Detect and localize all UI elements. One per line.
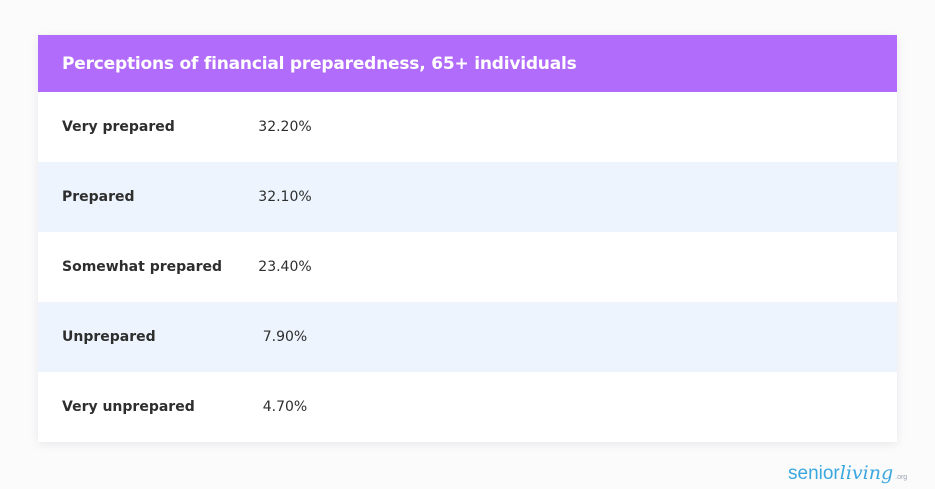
logo-senior-text: senior (788, 463, 840, 484)
row-value: 4.70% (262, 399, 308, 415)
row-value: 23.40% (258, 259, 312, 275)
logo-org-text: .org (895, 474, 908, 481)
row-label: Somewhat prepared (62, 259, 223, 275)
table-row: Unprepared 7.90% (38, 302, 897, 372)
seniorliving-logo: senior living .org (788, 462, 907, 485)
row-label: Very prepared (62, 119, 175, 135)
row-value: 7.90% (262, 329, 308, 345)
row-value: 32.10% (258, 189, 312, 205)
table-title: Perceptions of financial preparedness, 6… (38, 35, 897, 92)
logo-living-text: living (839, 462, 894, 484)
table-row: Somewhat prepared 23.40% (38, 232, 897, 302)
row-label: Prepared (62, 189, 135, 205)
table-row: Very prepared 32.20% (38, 92, 897, 162)
row-value: 32.20% (258, 119, 312, 135)
table-row: Prepared 32.10% (38, 162, 897, 232)
row-label: Very unprepared (62, 399, 195, 415)
data-table-card: Perceptions of financial preparedness, 6… (38, 35, 897, 442)
table-row: Very unprepared 4.70% (38, 372, 897, 442)
row-label: Unprepared (62, 329, 156, 345)
